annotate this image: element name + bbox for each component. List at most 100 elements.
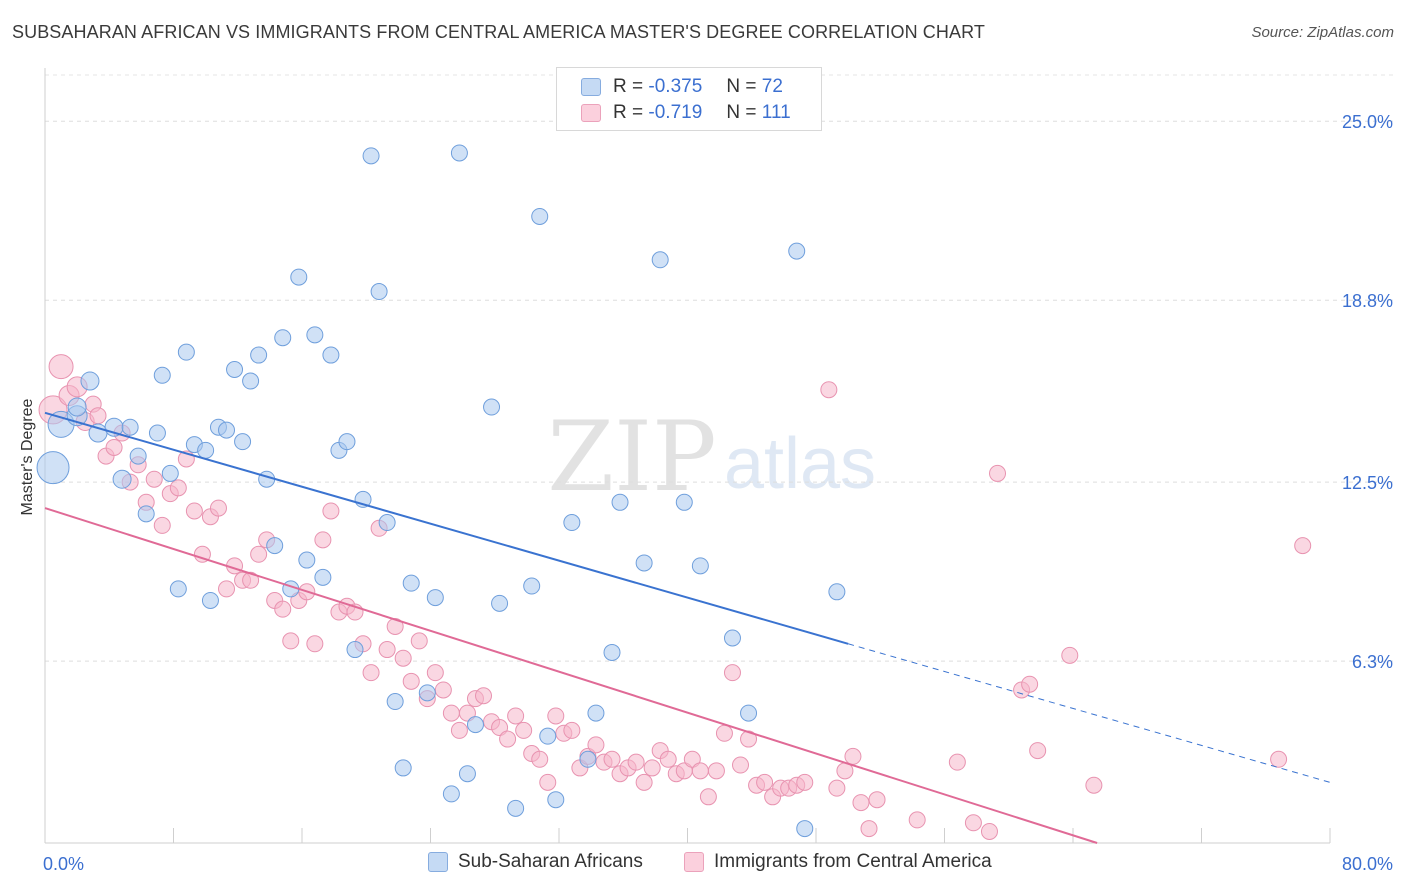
subsaharan-point — [603, 643, 621, 661]
central-america-point — [410, 632, 428, 650]
central-america-point — [844, 747, 862, 765]
central-america-point — [1029, 742, 1047, 760]
central-america-point — [691, 762, 709, 780]
subsaharan-point — [161, 464, 179, 482]
subsaharan-point — [112, 469, 132, 489]
central-america-point — [322, 502, 340, 520]
central-america-point — [1085, 776, 1103, 794]
central-america-point — [1021, 675, 1039, 693]
subsaharan-point — [153, 366, 171, 384]
central-america-point — [458, 704, 476, 722]
subsaharan-point — [148, 424, 166, 442]
central-america-point — [402, 672, 420, 690]
trend-lines — [44, 411, 1331, 844]
legend-n-label: N = — [726, 76, 757, 97]
central-america-point — [715, 724, 733, 742]
central-america-point — [820, 381, 838, 399]
subsaharan-point — [402, 574, 420, 592]
central-america-point — [218, 580, 236, 598]
central-america-point — [209, 499, 227, 517]
central-america-point — [860, 820, 878, 838]
subsaharan-point — [218, 421, 236, 439]
legend-r-value: -0.719 — [648, 102, 703, 123]
subsaharan-point — [201, 591, 219, 609]
subsaharan-point — [723, 629, 741, 647]
central-america-point — [105, 438, 123, 456]
legend-r-value: -0.375 — [648, 76, 703, 97]
central-america-point — [153, 516, 171, 534]
subsaharan-point — [483, 398, 501, 416]
central-america-point — [683, 750, 701, 768]
central-america-trend-line — [44, 507, 1098, 844]
subsaharan-point — [796, 820, 814, 838]
legend-swatch-blue — [428, 852, 448, 872]
watermark-zip: ZIP — [547, 401, 716, 513]
central-america-point — [169, 479, 187, 497]
subsaharan-point — [298, 551, 316, 569]
subsaharan-point — [531, 207, 549, 225]
central-america-point — [394, 649, 412, 667]
subsaharan-point — [234, 433, 252, 451]
central-america-point — [723, 664, 741, 682]
central-america-point — [378, 641, 396, 659]
subsaharan-point — [507, 799, 525, 817]
central-america-point — [852, 794, 870, 812]
legend-swatch-pink — [684, 852, 704, 872]
central-america-point — [707, 762, 725, 780]
subsaharan-trend-line — [44, 411, 849, 645]
central-america-point — [908, 811, 926, 829]
central-america-point — [362, 664, 380, 682]
central-america-point — [475, 687, 493, 705]
central-america-point — [1061, 646, 1079, 664]
central-america-point — [499, 730, 517, 748]
x-tick-label: 0.0% — [43, 854, 84, 874]
subsaharan-point — [67, 397, 87, 417]
central-america-point — [442, 704, 460, 722]
y-tick-label: 18.8% — [1342, 291, 1393, 311]
subsaharan-point — [266, 537, 284, 555]
subsaharan-point — [129, 447, 147, 465]
subsaharan-point — [442, 785, 460, 803]
subsaharan-point — [587, 704, 605, 722]
watermark-atlas: atlas — [724, 424, 876, 504]
legend-r-label: R = — [613, 76, 644, 97]
central-america-point — [756, 773, 774, 791]
central-america-point — [386, 617, 404, 635]
y-tick-label: 12.5% — [1342, 473, 1393, 493]
subsaharan-point — [539, 727, 557, 745]
central-america-point — [434, 681, 452, 699]
subsaharan-point — [450, 144, 468, 162]
subsaharan-point — [177, 343, 195, 361]
central-america-point — [547, 707, 565, 725]
tick-labels: 6.3% 12.5% 18.8% 25.0% 0.0% 80.0% — [43, 112, 1393, 874]
central-america-point — [828, 779, 846, 797]
central-america-point — [643, 759, 661, 777]
central-america-point — [948, 753, 966, 771]
legend-item-label: Sub-Saharan Africans — [458, 851, 643, 872]
series-legend: Sub-Saharan Africans Immigrants from Cen… — [0, 851, 1406, 877]
subsaharan-point — [394, 759, 412, 777]
central-america-point — [635, 773, 653, 791]
central-america-point — [964, 814, 982, 832]
legend-row-central-america: R = -0.719 N = 111 — [581, 100, 791, 126]
legend-row-subsaharan: R = -0.375 N = 72 — [581, 74, 783, 100]
central-america-point — [250, 545, 268, 563]
correlation-legend: R = -0.375 N = 72 R = -0.719 N = 111 — [556, 67, 822, 131]
subsaharan-point — [137, 505, 155, 523]
y-tick-label: 6.3% — [1352, 652, 1393, 672]
subsaharan-point — [386, 693, 404, 711]
central-america-point — [282, 632, 300, 650]
subsaharan-point — [197, 441, 215, 459]
subsaharan-point — [523, 577, 541, 595]
central-america-point — [980, 822, 998, 840]
subsaharan-point — [466, 716, 484, 734]
chart-title: SUBSAHARAN AFRICAN VS IMMIGRANTS FROM CE… — [12, 22, 985, 42]
central-america-point — [242, 571, 260, 589]
subsaharan-point — [675, 493, 693, 511]
central-america-point — [515, 721, 533, 739]
legend-r-label: R = — [613, 102, 644, 123]
subsaharan-point — [651, 251, 669, 269]
central-america-point — [193, 545, 211, 563]
central-america-point — [1294, 537, 1312, 555]
subsaharan-point — [426, 589, 444, 607]
